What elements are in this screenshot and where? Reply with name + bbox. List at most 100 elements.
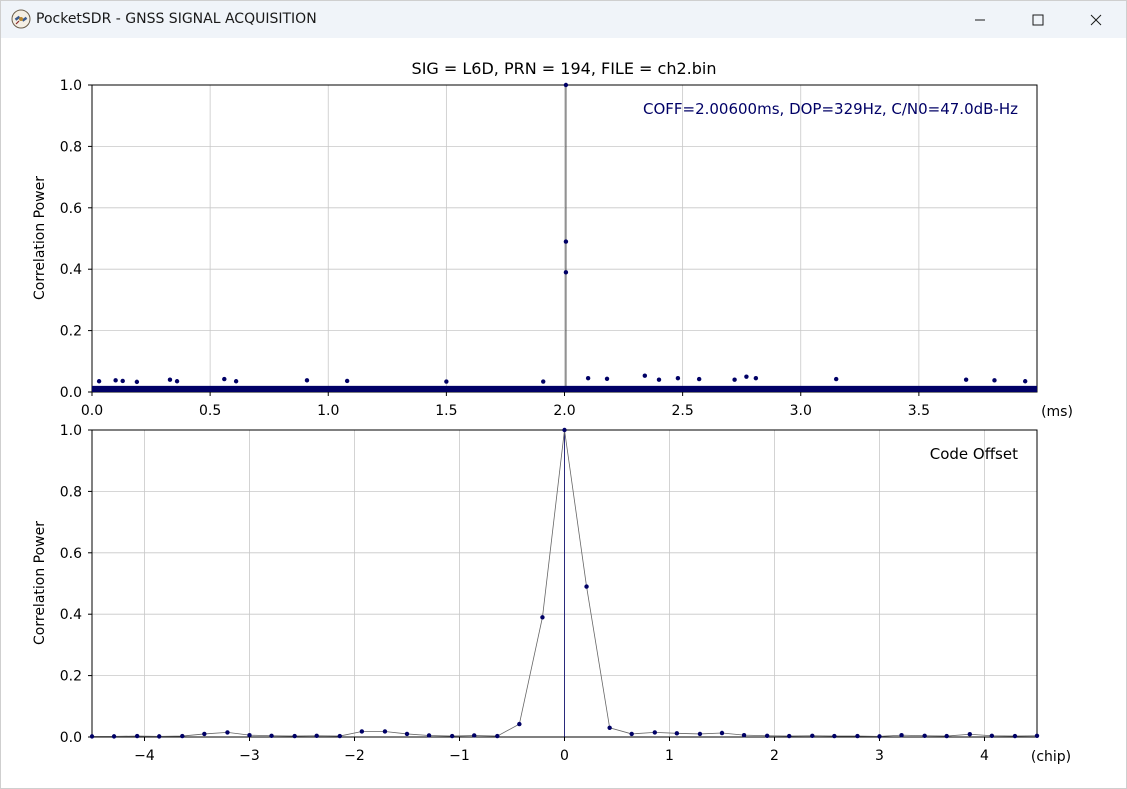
data-point: [382, 729, 388, 734]
y-tick-label: 0.8: [60, 139, 82, 155]
y-tick-label: 0.0: [60, 730, 82, 746]
data-point: [1012, 733, 1018, 739]
x-tick-label: 3.5: [908, 403, 930, 419]
title-bar[interactable]: PocketSDR - GNSS SIGNAL ACQUISITION: [1, 1, 1126, 38]
data-point: [604, 376, 610, 381]
data-point: [426, 733, 432, 738]
data-point: [344, 378, 350, 384]
x-tick-label: −2: [344, 748, 365, 764]
data-point: [877, 734, 882, 739]
close-button[interactable]: [1067, 1, 1125, 38]
x-tick-label: 0.0: [81, 403, 103, 419]
acquisition-result-annotation: COFF=2.00600ms, DOP=329Hz, C/N0=47.0dB-H…: [643, 100, 1018, 118]
noise-floor-band: [92, 385, 1037, 392]
data-point: [696, 376, 702, 382]
data-point: [944, 733, 949, 739]
data-point: [202, 731, 207, 737]
data-point: [225, 730, 230, 735]
data-point: [832, 733, 837, 739]
data-point: [833, 376, 839, 382]
x-tick-label: −3: [239, 748, 260, 764]
data-point: [222, 376, 227, 382]
data-point: [899, 732, 904, 738]
data-point: [989, 733, 995, 738]
data-point: [404, 731, 410, 737]
data-point: [517, 721, 522, 727]
data-point: [584, 584, 589, 589]
data-point: [120, 378, 125, 384]
x-tick-label: 0.5: [199, 403, 221, 419]
maximize-icon: [1032, 14, 1044, 26]
data-point: [992, 378, 997, 383]
data-point: [111, 734, 117, 739]
data-point: [113, 378, 118, 383]
plot-area: 0.0 0.5 1.0 1.5 2.0 2.5 3.0 3.5 0.0 0.2 0.4 0.6 0.8 1…: [1, 38, 1126, 788]
close-icon: [1090, 14, 1102, 26]
y-tick-label: 0.4: [60, 262, 82, 278]
data-point: [674, 731, 680, 736]
data-point: [304, 378, 310, 383]
window-title: PocketSDR - GNSS SIGNAL ACQUISITION: [36, 11, 317, 27]
data-point: [607, 725, 612, 730]
y-tick-label: 1.0: [60, 423, 82, 439]
data-point: [157, 734, 162, 739]
minimize-button[interactable]: [951, 1, 1009, 38]
data-point: [697, 731, 703, 737]
data-point: [472, 733, 477, 738]
data-point: [719, 730, 725, 736]
data-point: [732, 377, 737, 382]
data-point: [247, 732, 252, 738]
data-point: [810, 733, 815, 738]
data-point: [787, 733, 792, 739]
data-point: [180, 733, 185, 739]
x-tick-label: 1.0: [317, 403, 339, 419]
y-tick-label: 0.4: [60, 607, 82, 623]
data-point: [855, 733, 860, 739]
data-point: [753, 375, 759, 381]
data-point: [741, 732, 747, 738]
data-point: [167, 377, 173, 382]
x-tick-label: 0: [560, 748, 569, 764]
data-point: [540, 615, 545, 620]
y-tick-label: 0.2: [60, 324, 82, 340]
minimize-icon: [974, 14, 986, 26]
data-point: [585, 375, 591, 381]
data-point: [292, 733, 297, 739]
data-point: [269, 733, 274, 738]
chart-title: SIG = L6D, PRN = 194, FILE = ch2.bin: [412, 59, 717, 78]
data-point: [967, 732, 972, 737]
y-axis-label: Correlation Power: [32, 521, 48, 645]
data-point: [134, 733, 140, 739]
data-point: [563, 270, 569, 275]
data-point: [444, 379, 449, 384]
x-tick-label: 1: [665, 748, 674, 764]
x-tick-label: −4: [134, 748, 155, 764]
maximize-button[interactable]: [1009, 1, 1067, 38]
acquisition-plots: 0.0 0.5 1.0 1.5 2.0 2.5 3.0 3.5 0.0 0.2 0.4 0.6 0.8 1…: [32, 59, 1073, 765]
data-point: [562, 427, 567, 433]
x-tick-label: 2.0: [553, 403, 575, 419]
data-point: [541, 379, 546, 384]
data-point: [495, 733, 500, 739]
x-tick-label: 4: [980, 748, 989, 764]
data-point: [963, 377, 969, 382]
y-tick-label: 0.6: [60, 546, 82, 562]
x-tick-label: 3: [875, 748, 884, 764]
data-point: [652, 730, 657, 735]
data-point: [744, 374, 749, 379]
y-tick-label: 0.8: [60, 484, 82, 500]
x-axis-unit-label: (ms): [1041, 404, 1073, 420]
data-point: [675, 375, 681, 381]
data-point: [563, 82, 569, 88]
data-point: [642, 373, 648, 378]
code-offset-annotation: Code Offset: [930, 445, 1018, 463]
data-point: [174, 379, 180, 384]
data-point: [233, 379, 239, 384]
data-point: [314, 733, 319, 738]
data-point: [449, 733, 455, 739]
data-point: [764, 733, 770, 738]
x-tick-label: 2: [770, 748, 779, 764]
data-point: [359, 729, 365, 734]
y-tick-label: 1.0: [60, 78, 82, 94]
